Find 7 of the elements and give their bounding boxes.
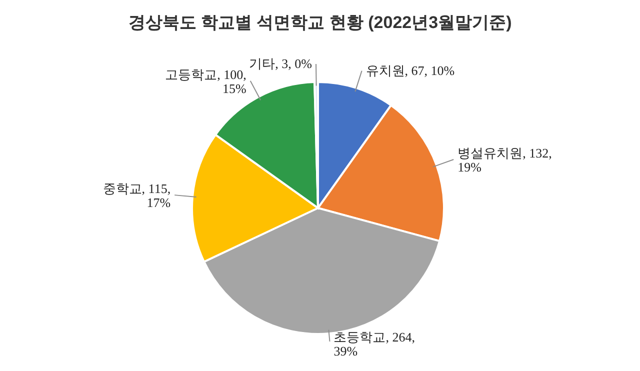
slice-label: 기타, 3, 0%: [249, 56, 312, 72]
slice-label: 고등학교, 100, 15%: [165, 66, 247, 96]
slice-label: 유치원, 67, 10%: [366, 62, 455, 78]
slice-label: 중학교, 115, 17%: [102, 181, 171, 210]
slice-label: 병설유치원, 132, 19%: [458, 145, 552, 174]
slice-label: 초등학교, 264, 39%: [334, 329, 415, 358]
chart-title: 경상북도 학교별 석면학교 현황 (2022년3월말기준): [128, 13, 512, 32]
